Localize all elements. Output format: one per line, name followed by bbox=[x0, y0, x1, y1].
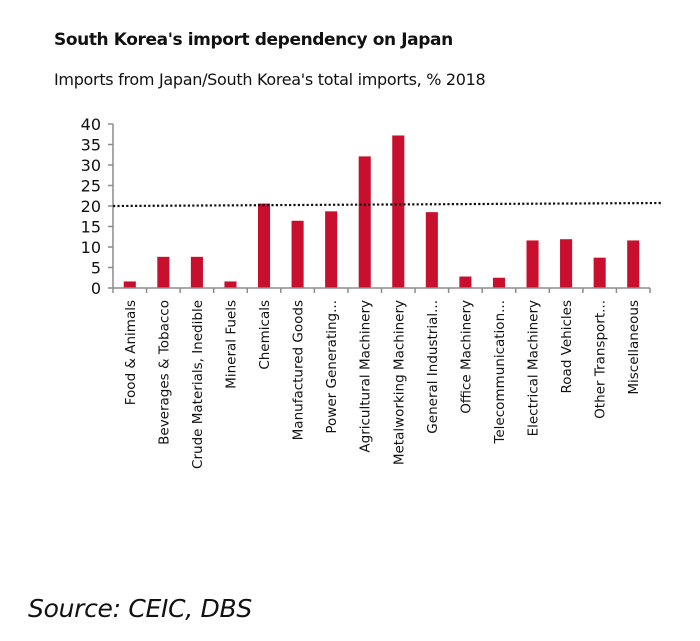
chart-title: South Korea's import dependency on Japan bbox=[54, 30, 453, 50]
category-labels: Food & Animals Beverages & Tobacco Crude M… bbox=[123, 300, 642, 469]
y-tick-label: 20 bbox=[81, 197, 101, 216]
x-tick-label: General Industrial... bbox=[425, 300, 441, 434]
bar bbox=[325, 211, 338, 288]
x-axis bbox=[112, 287, 651, 293]
x-tick-label: Office Machinery bbox=[458, 300, 474, 414]
x-tick-label: Other Transport... bbox=[593, 300, 609, 419]
bars bbox=[123, 135, 640, 288]
x-tick-label: Food & Animals bbox=[123, 300, 139, 405]
x-tick-label: Electrical Machinery bbox=[526, 300, 542, 436]
y-tick-label: 25 bbox=[81, 177, 101, 196]
x-tick-label: Crude Materials, Inedible bbox=[190, 300, 206, 469]
x-tick-label: Mineral Fuels bbox=[223, 300, 239, 389]
bar bbox=[190, 256, 203, 288]
y-tick-label: 0 bbox=[91, 279, 101, 298]
bar bbox=[425, 212, 438, 288]
x-tick-label: Power Generating... bbox=[324, 300, 340, 434]
bar bbox=[123, 281, 136, 288]
reference-line bbox=[112, 201, 663, 208]
bar bbox=[257, 203, 271, 288]
bar bbox=[459, 276, 472, 288]
bar bbox=[157, 256, 170, 288]
x-tick-label: Agricultural Machinery bbox=[358, 300, 374, 453]
x-tick-label: Miscellaneous bbox=[626, 300, 642, 395]
chart-subtitle: Imports from Japan/South Korea's total i… bbox=[54, 70, 486, 89]
bar bbox=[291, 220, 304, 288]
y-tick-label: 35 bbox=[81, 136, 101, 155]
bar bbox=[492, 277, 506, 288]
bar bbox=[627, 240, 640, 288]
y-tick-label: 10 bbox=[81, 238, 101, 257]
source-note: Source: CEIC, DBS bbox=[28, 594, 252, 623]
x-tick-label: Road Vehicles bbox=[559, 300, 575, 393]
bar bbox=[526, 240, 539, 288]
y-tick-label: 5 bbox=[91, 259, 101, 278]
bar bbox=[358, 156, 371, 288]
x-tick-label: Metalworking Machinery bbox=[391, 300, 407, 465]
x-tick-label: Telecommunication... bbox=[492, 300, 508, 445]
bar bbox=[224, 281, 237, 288]
x-tick-label: Chemicals bbox=[257, 300, 273, 370]
y-tick-label: 15 bbox=[81, 218, 101, 237]
x-tick-label: Beverages & Tobacco bbox=[156, 300, 172, 445]
y-tick-label: 30 bbox=[81, 156, 101, 175]
bar bbox=[560, 239, 573, 288]
y-tick-label: 40 bbox=[81, 115, 101, 134]
bar bbox=[392, 135, 405, 288]
bar bbox=[593, 257, 606, 288]
reference-line-group bbox=[112, 201, 663, 208]
x-tick-label: Manufactured Goods bbox=[291, 300, 307, 440]
